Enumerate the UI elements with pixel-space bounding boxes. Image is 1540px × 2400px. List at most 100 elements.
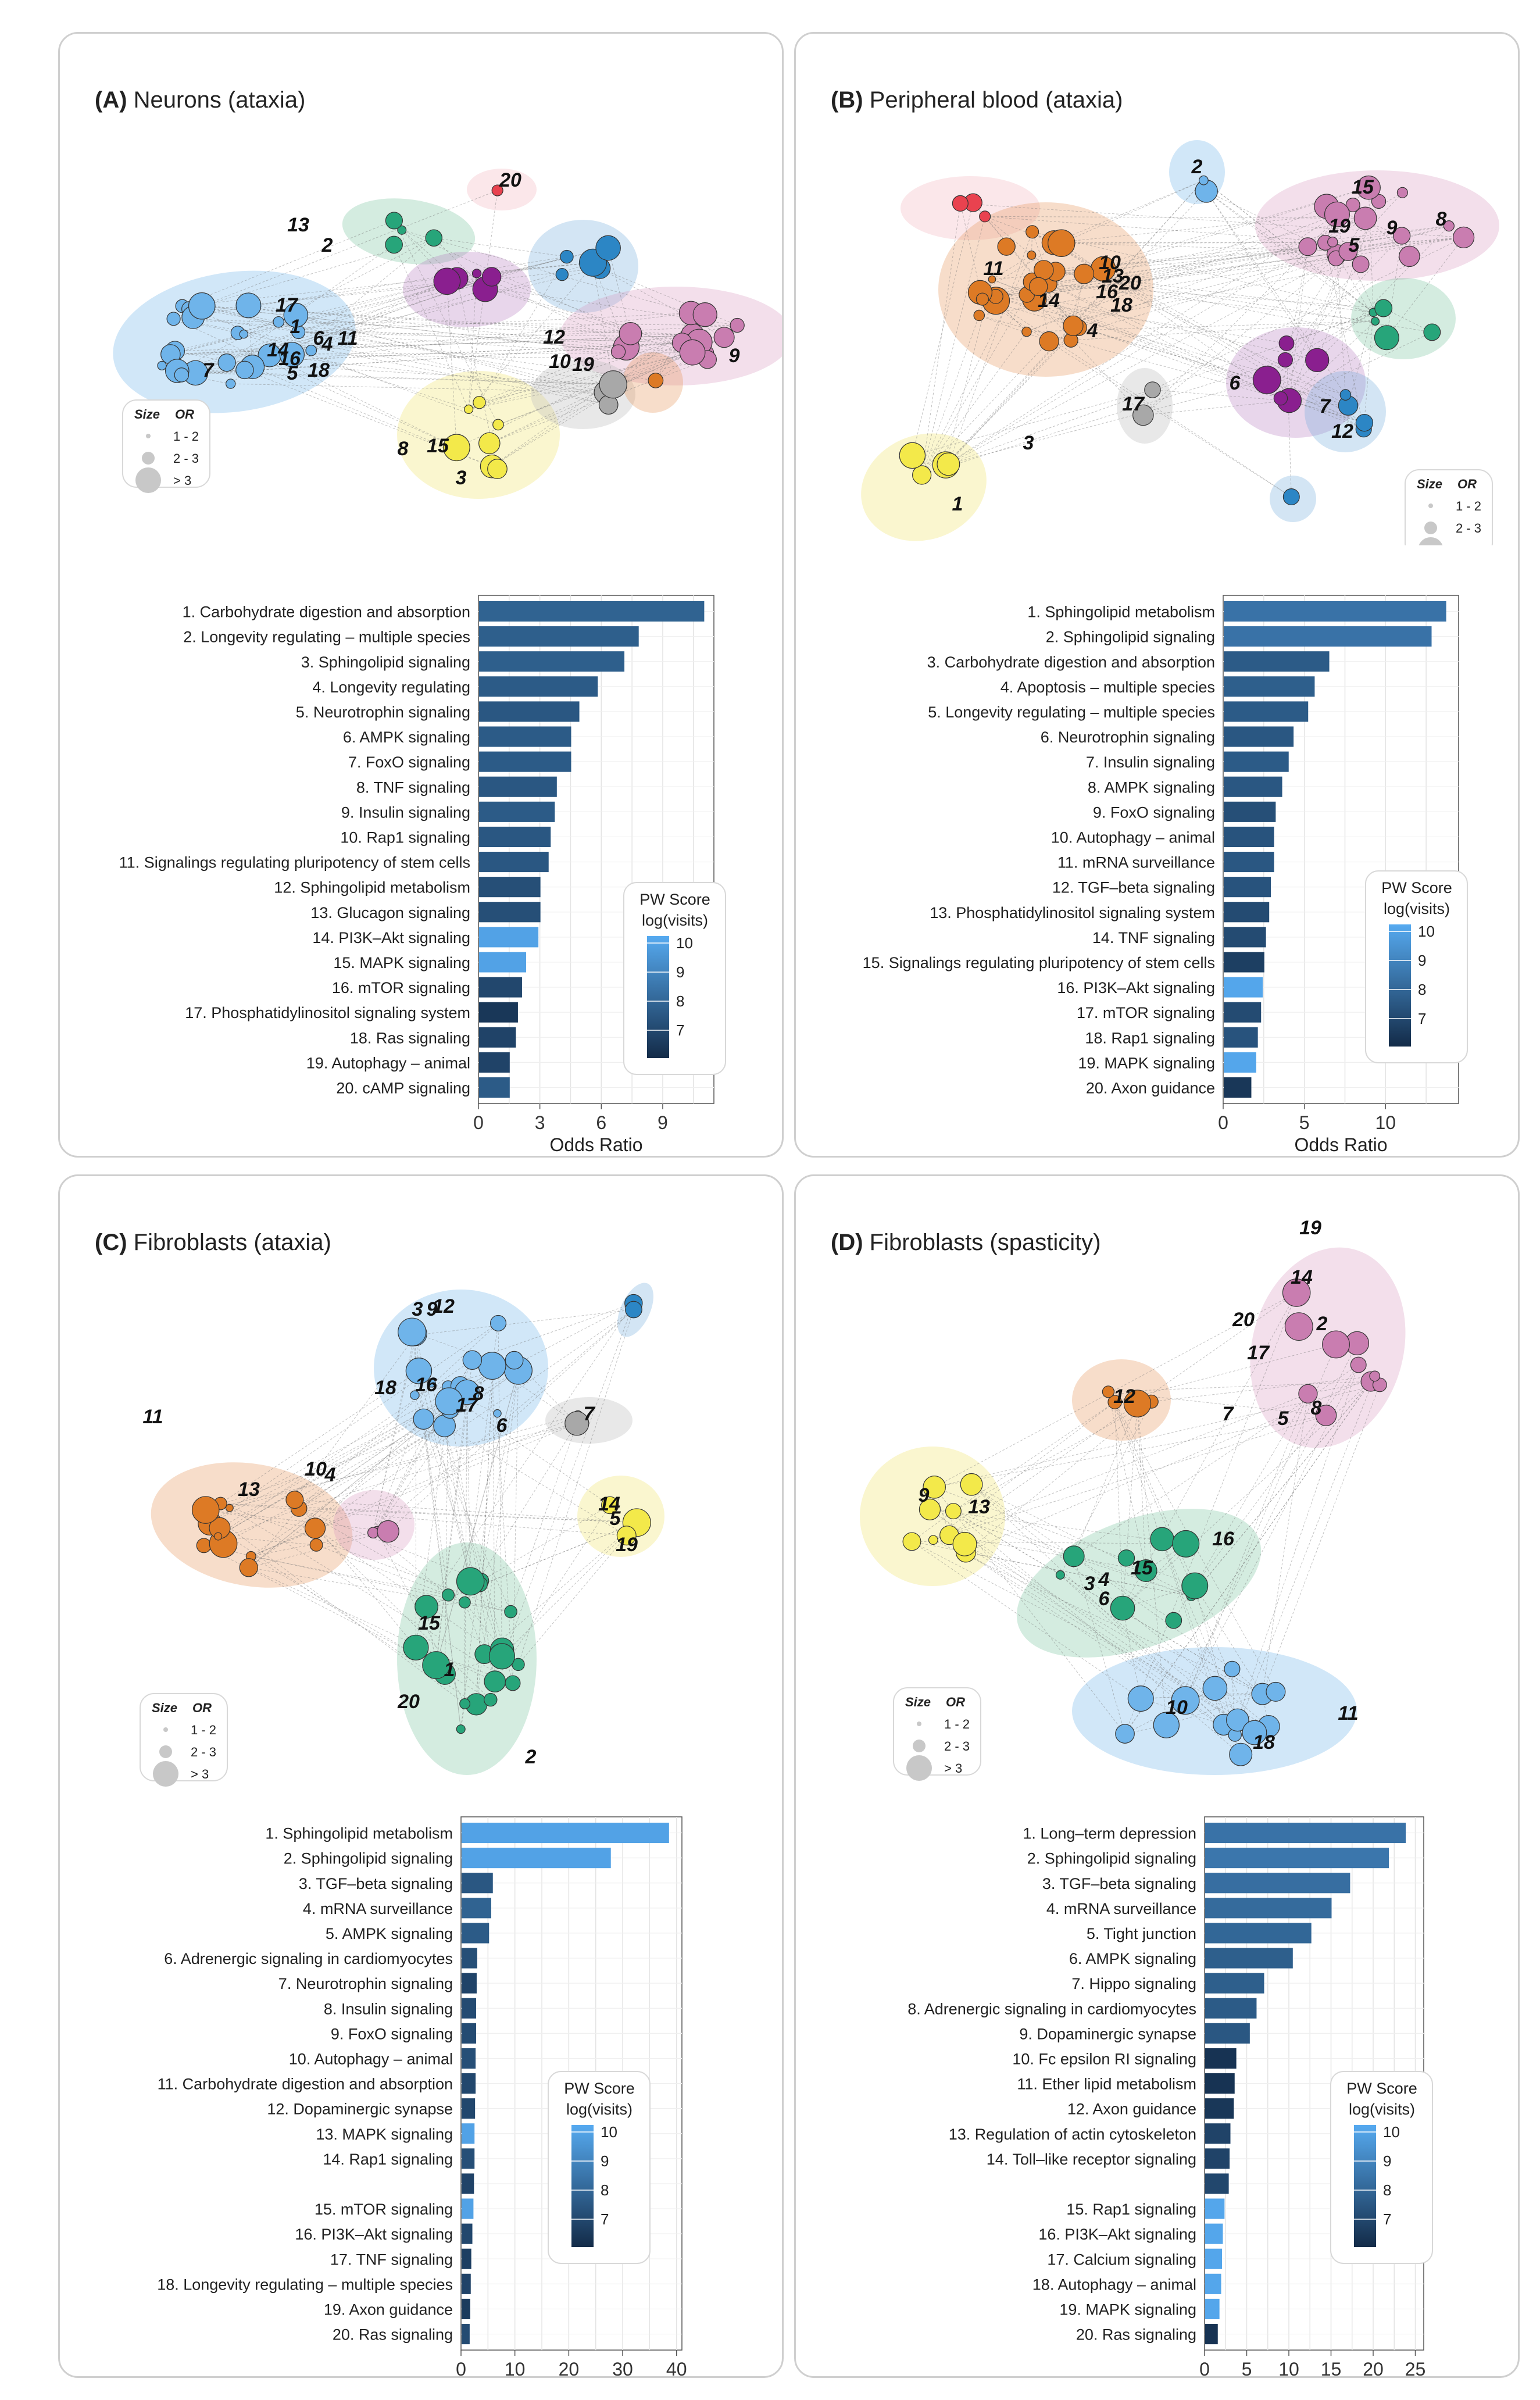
bar xyxy=(1205,1973,1264,1994)
bar xyxy=(462,2273,471,2294)
cluster-hull xyxy=(1351,278,1456,359)
category-label: 15. MAPK signaling xyxy=(333,954,470,972)
node-label: 7 xyxy=(1223,1403,1235,1425)
edge xyxy=(1114,1402,1123,1609)
node xyxy=(713,327,735,348)
edge xyxy=(376,1386,449,1530)
tick-label: 3 xyxy=(535,1112,545,1133)
bar xyxy=(1224,826,1274,847)
edge xyxy=(177,273,477,372)
edge xyxy=(237,322,279,333)
color-scale xyxy=(571,2125,594,2247)
scale-tick-label: 9 xyxy=(601,2152,609,2170)
edge xyxy=(412,1331,462,1730)
tick-label: 0 xyxy=(456,2359,466,2378)
category-label: 10. Fc epsilon RI signaling xyxy=(1012,2050,1196,2067)
edge xyxy=(921,331,1027,476)
legend-item: 1 - 2 xyxy=(173,429,199,444)
edge xyxy=(373,1360,473,1533)
edge xyxy=(205,1509,465,1704)
node xyxy=(410,1390,420,1400)
category-label: 14. Toll–like receptor signaling xyxy=(987,2151,1196,2168)
edge xyxy=(1071,263,1361,322)
edge xyxy=(1055,226,1449,272)
node xyxy=(1028,277,1048,297)
node xyxy=(1282,488,1300,506)
category-label: 9. FoxO signaling xyxy=(331,2025,453,2042)
edge xyxy=(912,390,1153,456)
node-label: 4 xyxy=(1087,320,1098,342)
edge xyxy=(1071,251,1349,322)
bar xyxy=(1205,2273,1221,2294)
category-label: 16. PI3K–Akt signaling xyxy=(1057,979,1215,997)
edge xyxy=(315,1528,502,1657)
edge xyxy=(220,1503,627,1536)
panel-d: (D) Fibroblasts (spasticity) 12345678910… xyxy=(794,1174,1520,2378)
edge xyxy=(444,1387,449,1674)
edge xyxy=(292,237,434,355)
category-label: 7. FoxO signaling xyxy=(348,753,470,771)
category-label: 16. mTOR signaling xyxy=(332,979,470,997)
bar xyxy=(1224,1027,1258,1048)
edge xyxy=(434,237,567,258)
legend-title: OR xyxy=(946,1695,965,1709)
node xyxy=(1338,242,1358,261)
node-label: 7 xyxy=(1320,395,1332,417)
node xyxy=(1225,1708,1249,1732)
bar xyxy=(462,2123,475,2144)
edge xyxy=(464,1371,494,1603)
bar xyxy=(462,1898,491,1919)
node xyxy=(1171,1686,1200,1715)
node xyxy=(413,1408,434,1430)
bar xyxy=(479,1027,516,1048)
edge xyxy=(491,392,606,467)
edge xyxy=(229,1385,460,1509)
edge xyxy=(953,1510,1263,1695)
edge xyxy=(1122,1608,1141,1699)
bar xyxy=(462,2148,475,2169)
category-label: 18. Longevity regulating – multiple spec… xyxy=(157,2276,453,2293)
node xyxy=(899,442,926,469)
node-label: 11 xyxy=(983,258,1003,280)
bar xyxy=(1224,927,1266,948)
bar xyxy=(1205,1873,1350,1894)
category-label: 11. mRNA surveillance xyxy=(1057,854,1215,872)
node-label: 11 xyxy=(142,1406,163,1428)
legend-box xyxy=(893,1687,981,1776)
node xyxy=(1374,325,1399,351)
edge xyxy=(269,355,457,448)
node xyxy=(377,1520,399,1543)
edge xyxy=(1348,226,1449,252)
edge xyxy=(226,244,394,363)
edge xyxy=(992,255,1032,280)
scale-tick-label: 7 xyxy=(1383,2210,1391,2228)
node xyxy=(1102,1385,1115,1398)
node-label: 17 xyxy=(1122,393,1145,415)
bar xyxy=(1224,776,1282,797)
node xyxy=(397,225,407,235)
size-circle xyxy=(906,1755,932,1781)
edge xyxy=(1122,1292,1297,1609)
node xyxy=(1399,245,1420,267)
edge xyxy=(1267,380,1364,430)
node-label: 20 xyxy=(397,1691,420,1713)
edge xyxy=(1061,242,1348,252)
size-legend: Size OR 1 - 2 2 - 3 > 3 xyxy=(122,399,210,493)
edge xyxy=(476,1683,513,1705)
edge xyxy=(177,370,613,385)
edge xyxy=(992,237,1464,280)
node-label: 2 xyxy=(321,234,333,256)
edge xyxy=(237,322,279,333)
edge xyxy=(982,299,1349,406)
edge xyxy=(1107,1391,1146,1571)
edge xyxy=(248,305,627,348)
bar xyxy=(1205,2324,1218,2345)
edge xyxy=(444,1426,627,1536)
node-label: 16 xyxy=(415,1374,438,1396)
edge xyxy=(217,1392,467,1537)
edge xyxy=(444,1426,471,1582)
edge xyxy=(921,216,985,476)
node xyxy=(1242,1720,1267,1745)
bar xyxy=(1205,2248,1222,2269)
scale-tick-label: 8 xyxy=(676,992,684,1010)
